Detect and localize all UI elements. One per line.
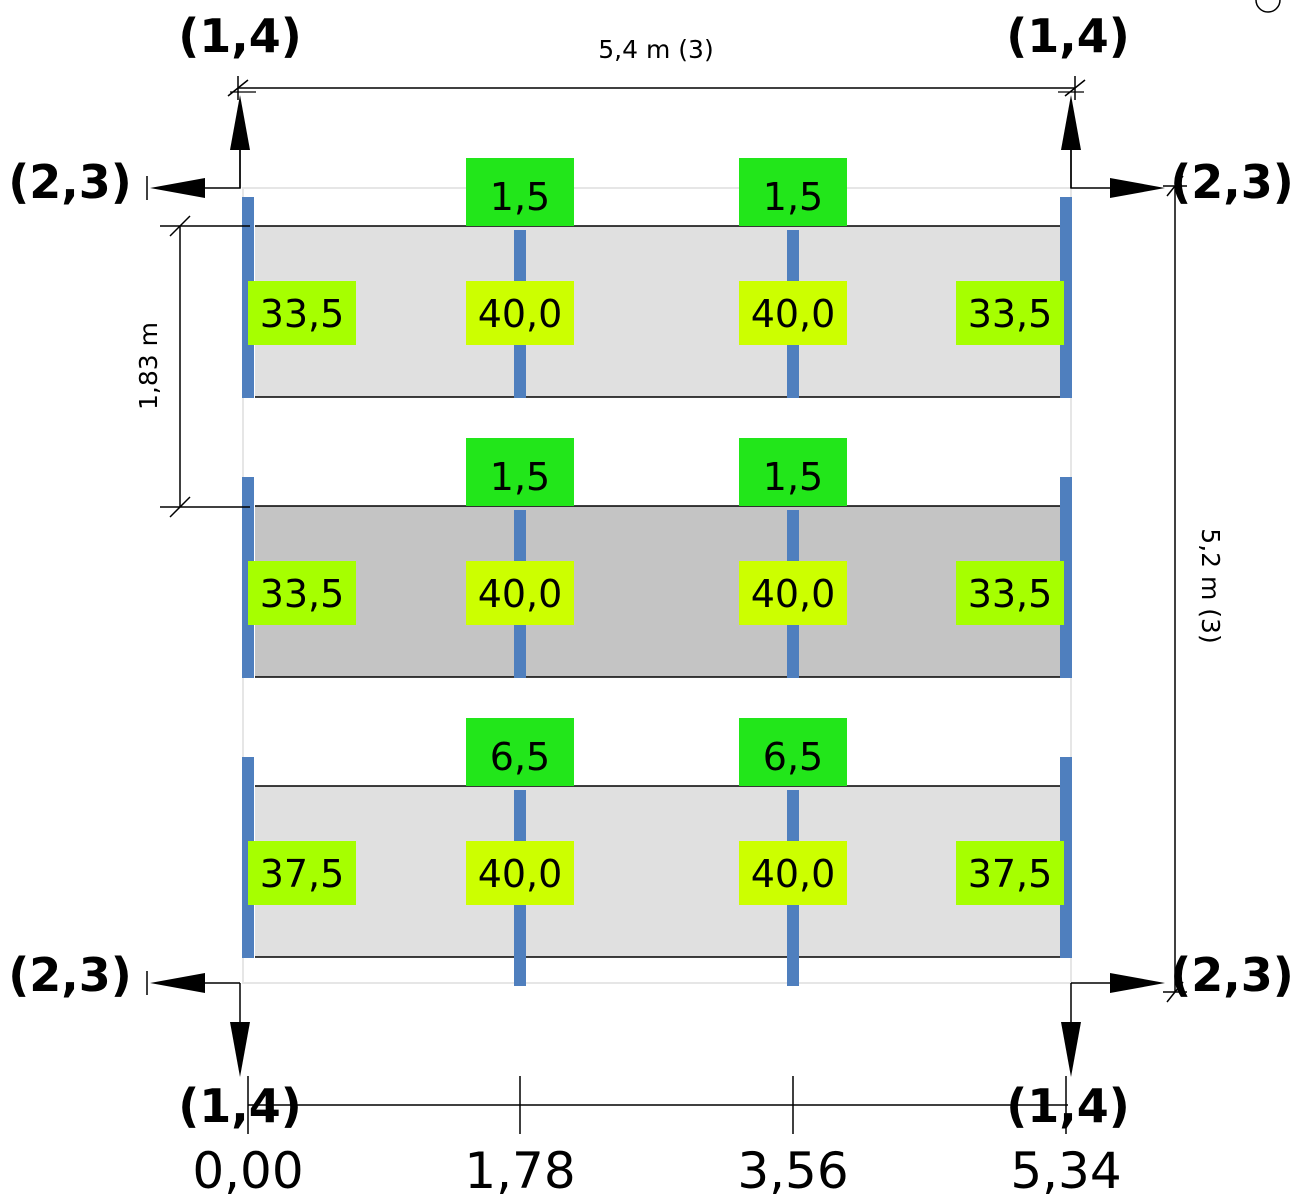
- mid-load-box: [739, 281, 847, 345]
- mid-load-value: 40,0: [478, 852, 563, 896]
- circle-icon: [1255, 0, 1281, 13]
- edge-load-box: [956, 841, 1064, 905]
- arrow-left-icon: [146, 971, 240, 995]
- top-load-box: [466, 438, 574, 506]
- top-load-value: 1,5: [763, 455, 823, 499]
- corner-label-bottom-right-vertical: (1,4): [1006, 1079, 1130, 1133]
- corner-label-top-right-horizontal: (2,3): [1170, 155, 1294, 209]
- mid-load-box: [466, 841, 574, 905]
- edge-load-value: 33,5: [260, 572, 345, 616]
- load-strip: 1,5 1,5 33,5 33,5 40,0 40,0: [242, 438, 1072, 678]
- axis-tick-label: 5,34: [1010, 1142, 1121, 1200]
- spacing-dimension: 1,83 m: [134, 215, 250, 518]
- load-strip: 6,5 6,5 37,5 37,5 40,0 40,0: [242, 718, 1072, 986]
- strips-layer: 1,5 1,5 33,5 33,5 40,0 40,0 1,5 1,5 33,5 33,5 40,0…: [242, 158, 1072, 986]
- axis-tick-label: 1,78: [464, 1142, 575, 1200]
- support-post: [1060, 197, 1072, 398]
- width-label: 5,4 m (3): [598, 35, 713, 64]
- strip-band: [255, 786, 1061, 957]
- edge-load-value: 37,5: [968, 852, 1053, 896]
- height-dimension: 5,2 m (3): [1163, 175, 1225, 1003]
- height-label: 5,2 m (3): [1196, 528, 1225, 643]
- corner-label-top-right-vertical: (1,4): [1006, 9, 1130, 63]
- corner-label-bottom-left-horizontal: (2,3): [8, 948, 132, 1002]
- edge-load-value: 33,5: [968, 572, 1053, 616]
- strip-band: [255, 226, 1061, 397]
- arrow-right-icon: [1070, 150, 1165, 198]
- edge-load-box: [956, 561, 1064, 625]
- top-load-box: [739, 718, 847, 786]
- top-load-box: [466, 158, 574, 226]
- arrow-down-icon: [230, 983, 250, 1077]
- top-load-value: 1,5: [490, 175, 550, 219]
- top-load-value: 6,5: [763, 735, 823, 779]
- edge-load-box: [248, 841, 356, 905]
- mid-load-value: 40,0: [751, 292, 836, 336]
- bottom-axis: [247, 1076, 1068, 1134]
- arrow-down-icon: [1061, 983, 1081, 1077]
- top-load-box: [466, 718, 574, 786]
- axis-tick-label: 0,00: [192, 1142, 303, 1200]
- corner-label-bottom-right-horizontal: (2,3): [1170, 948, 1294, 1002]
- edge-load-value: 37,5: [260, 852, 345, 896]
- mid-load-value: 40,0: [751, 852, 836, 896]
- corner-label-bottom-left-vertical: (1,4): [178, 1079, 302, 1133]
- support-post: [1060, 757, 1072, 958]
- top-load-box: [739, 158, 847, 226]
- corner-arrows: [146, 95, 1165, 1077]
- axis-tick-label: 3,56: [737, 1142, 848, 1200]
- edge-load-value: 33,5: [968, 292, 1053, 336]
- corner-label-top-left-horizontal: (2,3): [8, 155, 132, 209]
- mid-load-box: [739, 561, 847, 625]
- top-load-value: 1,5: [490, 455, 550, 499]
- top-load-value: 6,5: [490, 735, 550, 779]
- top-load-value: 1,5: [763, 175, 823, 219]
- strip-band: [255, 506, 1061, 677]
- edge-load-box: [248, 561, 356, 625]
- mid-load-box: [466, 281, 574, 345]
- arrow-left-icon: [146, 150, 241, 200]
- mid-load-box: [739, 841, 847, 905]
- mid-load-value: 40,0: [478, 572, 563, 616]
- mid-load-value: 40,0: [751, 572, 836, 616]
- edge-load-box: [248, 281, 356, 345]
- top-load-box: [739, 438, 847, 506]
- spacing-label: 1,83 m: [134, 322, 163, 410]
- edge-load-box: [956, 281, 1064, 345]
- arrow-right-icon: [1071, 973, 1165, 993]
- edge-load-value: 33,5: [260, 292, 345, 336]
- mid-load-value: 40,0: [478, 292, 563, 336]
- width-dimension: 5,4 m (3): [227, 35, 1086, 100]
- mid-load-box: [466, 561, 574, 625]
- support-post: [1060, 477, 1072, 678]
- corner-label-top-left-vertical: (1,4): [178, 9, 302, 63]
- load-strip: 1,5 1,5 33,5 33,5 40,0 40,0: [242, 158, 1072, 398]
